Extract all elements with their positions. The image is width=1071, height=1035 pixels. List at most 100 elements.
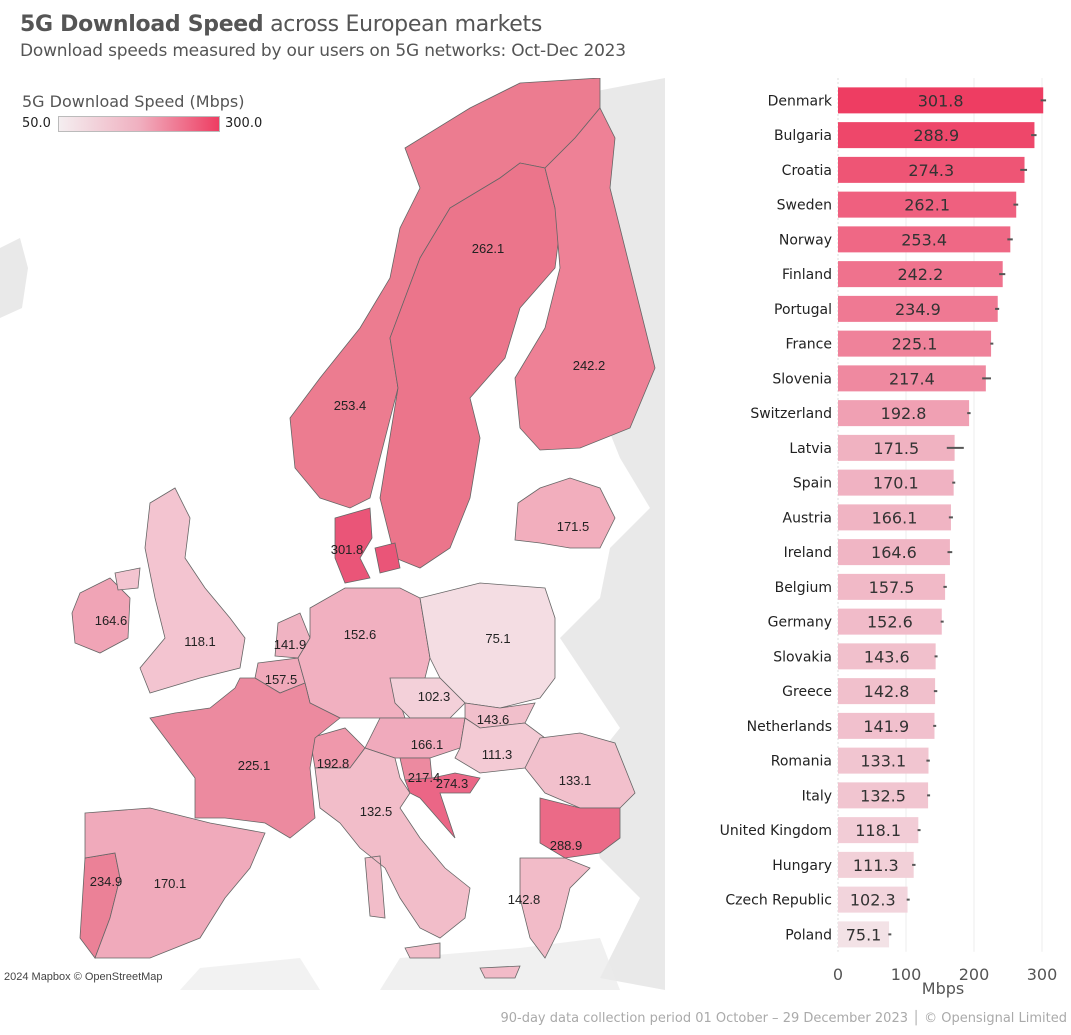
bar[interactable] — [838, 817, 919, 844]
bar-value-label: 141.9 — [863, 717, 909, 736]
bar-category-label: Finland — [782, 267, 832, 283]
bar[interactable] — [838, 226, 1011, 253]
bar-row[interactable]: Croatia 274.3 — [782, 156, 1028, 183]
bar[interactable] — [838, 122, 1035, 149]
x-tick-label: 200 — [959, 965, 990, 984]
bar-category-label: Germany — [768, 615, 832, 631]
bar-row[interactable]: Slovakia 143.6 — [773, 643, 938, 670]
bar[interactable] — [838, 608, 942, 635]
bar[interactable] — [838, 330, 992, 357]
footer-note: 90-day data collection period 01 October… — [500, 1011, 1067, 1026]
bar-row[interactable]: Austria 166.1 — [783, 504, 953, 531]
bar-row[interactable]: Spain 170.1 — [793, 469, 956, 496]
country-united-kingdom[interactable] — [114, 487, 246, 694]
bar-category-label: United Kingdom — [720, 823, 832, 839]
country-italy[interactable] — [314, 747, 471, 959]
country-croatia[interactable] — [404, 772, 481, 839]
bar[interactable] — [838, 261, 1003, 288]
bar-row[interactable]: Poland 75.1 — [785, 921, 892, 948]
country-poland[interactable] — [419, 582, 556, 709]
bar-row[interactable]: Denmark 301.8 — [768, 87, 1047, 114]
bar[interactable] — [838, 921, 890, 948]
bar-value-label: 242.2 — [897, 265, 943, 284]
bar[interactable] — [838, 434, 955, 461]
map-label-austria: 166.1 — [411, 737, 444, 752]
bar-row[interactable]: Romania 133.1 — [771, 747, 930, 774]
country-france[interactable] — [149, 677, 341, 839]
bar-category-label: Norway — [779, 232, 832, 248]
bar-category-label: Spain — [793, 476, 832, 492]
country-denmark[interactable] — [334, 507, 401, 584]
bar-value-label: 217.4 — [889, 369, 935, 388]
country-latvia[interactable] — [514, 477, 616, 549]
bar[interactable] — [838, 87, 1044, 114]
bar-row[interactable]: Slovenia 217.4 — [772, 365, 991, 392]
bar-value-label: 132.5 — [860, 786, 906, 805]
bar-value-label: 274.3 — [908, 161, 954, 180]
map-label-ireland: 164.6 — [95, 613, 128, 628]
bar-row[interactable]: Germany 152.6 — [768, 608, 944, 635]
bar[interactable] — [838, 678, 936, 705]
bar-row[interactable]: Greece 142.8 — [782, 678, 938, 705]
country-bulgaria[interactable] — [539, 797, 621, 859]
bar[interactable] — [838, 851, 914, 878]
bar-row[interactable]: Portugal 234.9 — [774, 295, 1000, 322]
map-label-belgium: 157.5 — [265, 672, 298, 687]
bar-value-label: 225.1 — [892, 335, 938, 354]
bar[interactable] — [838, 400, 970, 427]
bar-row[interactable]: Netherlands 141.9 — [747, 712, 937, 739]
map-label-finland: 242.2 — [573, 358, 606, 373]
bar-category-label: Bulgaria — [774, 128, 832, 144]
country-finland[interactable] — [514, 107, 656, 451]
bar-value-label: 262.1 — [904, 196, 950, 215]
bar-row[interactable]: Ireland 164.6 — [784, 539, 953, 566]
bar-value-label: 171.5 — [873, 439, 919, 458]
bar-row[interactable]: Norway 253.4 — [779, 226, 1013, 253]
bar[interactable] — [838, 191, 1017, 218]
bar[interactable] — [838, 712, 935, 739]
chart-title-rest: across European markets — [263, 12, 543, 37]
bar[interactable] — [838, 156, 1025, 183]
bar[interactable] — [838, 573, 946, 600]
bar-row[interactable]: Czech Republic 102.3 — [725, 886, 910, 913]
bar-row[interactable]: Latvia 171.5 — [789, 434, 964, 461]
map-label-bulgaria: 288.9 — [550, 838, 583, 853]
bar[interactable] — [838, 365, 986, 392]
x-axis-ticks: 0 100 200 300 — [833, 965, 1057, 984]
bar[interactable] — [838, 782, 929, 809]
map-label-sweden: 262.1 — [472, 241, 505, 256]
bar-row[interactable]: United Kingdom 118.1 — [720, 817, 921, 844]
map-attribution[interactable]: 2024 Mapbox © OpenStreetMap — [2, 970, 165, 984]
bar[interactable] — [838, 469, 954, 496]
bar-row[interactable]: Italy 132.5 — [802, 782, 931, 809]
country-greece[interactable] — [479, 857, 591, 979]
bar-row[interactable]: Bulgaria 288.9 — [774, 122, 1037, 149]
map-label-france: 225.1 — [238, 758, 271, 773]
bar-row[interactable]: Finland 242.2 — [782, 261, 1006, 288]
country-czech-republic[interactable] — [389, 677, 466, 719]
bar[interactable] — [838, 504, 951, 531]
bar-value-label: 164.6 — [871, 543, 917, 562]
bar-category-label: Portugal — [774, 302, 832, 318]
bar-row[interactable]: France 225.1 — [785, 330, 994, 357]
bar-row[interactable]: Belgium 157.5 — [775, 573, 947, 600]
bar-row[interactable]: Sweden 262.1 — [777, 191, 1019, 218]
bar-category-label: Belgium — [775, 580, 832, 596]
country-ireland[interactable] — [71, 577, 131, 654]
country-spain[interactable] — [84, 807, 266, 959]
bar-row[interactable]: Switzerland 192.8 — [750, 400, 971, 427]
bar-row[interactable]: Hungary 111.3 — [772, 851, 916, 878]
bar[interactable] — [838, 539, 950, 566]
bar[interactable] — [838, 643, 936, 670]
bar-value-label: 133.1 — [860, 752, 906, 771]
europe-choropleth-map[interactable]: 253.4 262.1 242.2 301.8 171.5 164.6 118.… — [0, 78, 665, 990]
bar[interactable] — [838, 886, 908, 913]
x-tick-label: 100 — [891, 965, 922, 984]
bar-category-label: Slovenia — [772, 371, 832, 387]
bar[interactable] — [838, 295, 998, 322]
map-label-italy: 132.5 — [360, 804, 393, 819]
bar-value-label: 111.3 — [853, 856, 899, 875]
map-label-slovakia: 143.6 — [477, 712, 510, 727]
legend-max-label: 300.0 — [225, 116, 263, 131]
bar[interactable] — [838, 747, 929, 774]
